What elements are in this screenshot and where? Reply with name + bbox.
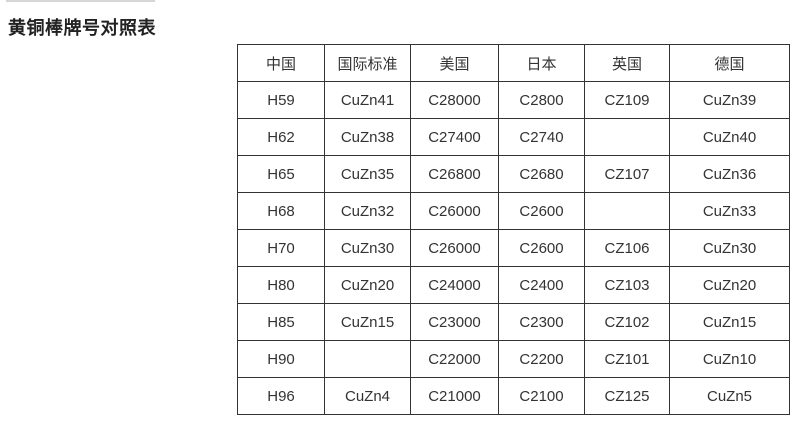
table-cell: CuZn15 — [669, 303, 790, 341]
table-cell: C2800 — [498, 81, 585, 119]
table-cell: CuZn5 — [669, 377, 790, 415]
table-cell: C2740 — [498, 118, 585, 156]
header-japan: 日本 — [498, 44, 585, 82]
table-row: H80 CuZn20 C24000 C2400 CZ103 CuZn20 — [237, 266, 790, 304]
table-cell: C2680 — [498, 155, 585, 193]
table-cell: CuZn36 — [669, 155, 790, 193]
table-cell: CuZn33 — [669, 192, 790, 230]
table-cell: H65 — [237, 155, 325, 193]
table-row: H65 CuZn35 C26800 C2680 CZ107 CuZn36 — [237, 155, 790, 193]
table-cell: CZ102 — [584, 303, 670, 341]
table-row: H90 C22000 C2200 CZ101 CuZn10 — [237, 340, 790, 378]
table-cell: C23000 — [410, 303, 499, 341]
table-row: H59 CuZn41 C28000 C2800 CZ109 CuZn39 — [237, 81, 790, 119]
brass-grade-comparison-table: 中国 国际标准 美国 日本 英国 德国 H59 CuZn41 C28000 C2… — [237, 44, 790, 415]
table-cell: C24000 — [410, 266, 499, 304]
table-cell: H90 — [237, 340, 325, 378]
table-cell: C22000 — [410, 340, 499, 378]
table-cell — [324, 340, 411, 378]
table-cell: CZ103 — [584, 266, 670, 304]
table-header-row: 中国 国际标准 美国 日本 英国 德国 — [237, 44, 790, 82]
table-cell: C27400 — [410, 118, 499, 156]
header-germany: 德国 — [669, 44, 790, 82]
table-cell: H80 — [237, 266, 325, 304]
table-cell: C26000 — [410, 192, 499, 230]
table-cell: H68 — [237, 192, 325, 230]
table-cell: C2300 — [498, 303, 585, 341]
table-cell: H70 — [237, 229, 325, 267]
table-cell: CuZn15 — [324, 303, 411, 341]
table-cell: CuZn30 — [669, 229, 790, 267]
table-cell: CuZn38 — [324, 118, 411, 156]
header-china: 中国 — [237, 44, 325, 82]
clipped-content-artifact — [6, 0, 155, 2]
table-cell: C21000 — [410, 377, 499, 415]
table-cell: H85 — [237, 303, 325, 341]
table-cell: CZ109 — [584, 81, 670, 119]
table-cell: C2400 — [498, 266, 585, 304]
table-cell: CuZn35 — [324, 155, 411, 193]
table-cell: CuZn20 — [324, 266, 411, 304]
table-row: H96 CuZn4 C21000 C2100 CZ125 CuZn5 — [237, 377, 790, 415]
table-cell: H62 — [237, 118, 325, 156]
table-cell — [584, 192, 670, 230]
table-cell: CuZn10 — [669, 340, 790, 378]
table-cell: CuZn41 — [324, 81, 411, 119]
table-cell: CuZn20 — [669, 266, 790, 304]
table-cell: CZ125 — [584, 377, 670, 415]
table-cell: CuZn4 — [324, 377, 411, 415]
table-cell: CZ101 — [584, 340, 670, 378]
table-cell — [584, 118, 670, 156]
header-uk: 英国 — [584, 44, 670, 82]
table-cell: H96 — [237, 377, 325, 415]
header-international-standard: 国际标准 — [324, 44, 411, 82]
table-cell: C2600 — [498, 192, 585, 230]
table-row: H85 CuZn15 C23000 C2300 CZ102 CuZn15 — [237, 303, 790, 341]
table-cell: H59 — [237, 81, 325, 119]
header-usa: 美国 — [410, 44, 499, 82]
table-cell: C2600 — [498, 229, 585, 267]
table-row: H62 CuZn38 C27400 C2740 CuZn40 — [237, 118, 790, 156]
table-cell: CuZn30 — [324, 229, 411, 267]
table-row: H68 CuZn32 C26000 C2600 CuZn33 — [237, 192, 790, 230]
table-cell: CuZn32 — [324, 192, 411, 230]
table-cell: CZ106 — [584, 229, 670, 267]
table-cell: C26000 — [410, 229, 499, 267]
table-cell: C28000 — [410, 81, 499, 119]
table-row: H70 CuZn30 C26000 C2600 CZ106 CuZn30 — [237, 229, 790, 267]
table-cell: C2100 — [498, 377, 585, 415]
table-cell: C2200 — [498, 340, 585, 378]
table-cell: CuZn40 — [669, 118, 790, 156]
table-cell: C26800 — [410, 155, 499, 193]
page-title: 黄铜棒牌号对照表 — [8, 18, 156, 39]
table-cell: CZ107 — [584, 155, 670, 193]
table-cell: CuZn39 — [669, 81, 790, 119]
